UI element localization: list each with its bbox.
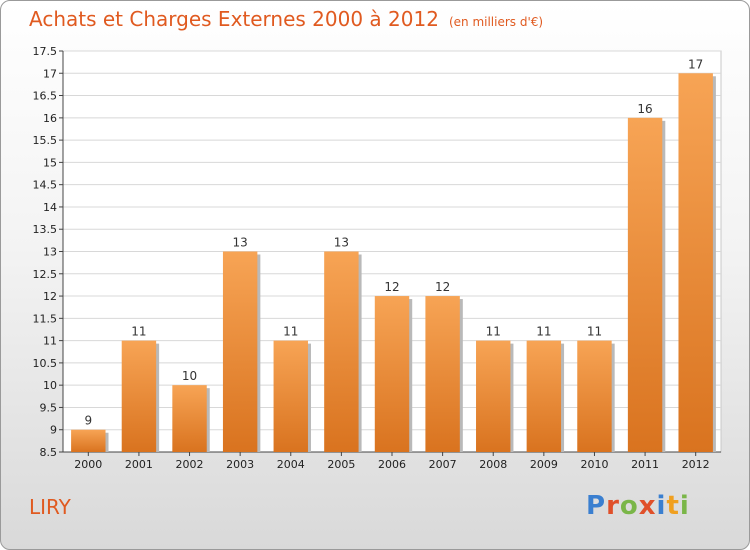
bar-value-label: 17 xyxy=(688,57,703,71)
logo-letter: P xyxy=(586,491,607,521)
bar xyxy=(222,251,258,452)
y-tick-label: 10 xyxy=(43,379,57,392)
x-tick-label: 2009 xyxy=(530,458,558,471)
logo-letter: r xyxy=(606,491,620,521)
bar-value-label: 13 xyxy=(334,236,349,250)
x-tick-label: 2000 xyxy=(74,458,102,471)
bar xyxy=(374,296,410,452)
x-tick-label: 2008 xyxy=(479,458,507,471)
bar xyxy=(172,385,207,452)
bar-value-label: 11 xyxy=(283,325,298,339)
y-tick-label: 13.5 xyxy=(33,223,58,236)
logo-letter: o xyxy=(619,491,639,521)
bar xyxy=(678,73,713,453)
y-tick-label: 11 xyxy=(43,335,57,348)
y-tick-label: 14.5 xyxy=(33,179,58,192)
chart-subtitle: (en milliers d'€) xyxy=(448,15,544,29)
y-tick-label: 14 xyxy=(43,201,57,214)
y-tick-label: 15.5 xyxy=(33,134,58,147)
x-tick-label: 2005 xyxy=(327,458,355,471)
bar xyxy=(71,429,106,452)
x-tick-label: 2010 xyxy=(580,458,608,471)
y-tick-label: 13 xyxy=(43,246,57,259)
logo-letter: i xyxy=(656,491,667,521)
bar xyxy=(526,340,562,452)
x-tick-label: 2006 xyxy=(378,458,406,471)
logo-letter: i xyxy=(679,491,690,521)
bar-value-label: 9 xyxy=(84,414,92,428)
y-tick-label: 12 xyxy=(43,290,57,303)
y-tick-label: 17 xyxy=(43,67,57,80)
x-tick-label: 2012 xyxy=(682,458,710,471)
bar-value-label: 12 xyxy=(384,280,399,294)
y-tick-label: 10.5 xyxy=(33,357,58,370)
logo-letter: t xyxy=(666,491,680,521)
y-tick-label: 9 xyxy=(50,424,57,437)
y-tick-label: 12.5 xyxy=(33,268,58,281)
bar-value-label: 11 xyxy=(131,325,146,339)
bar xyxy=(273,340,308,452)
chart-title-text: Achats et Charges Externes 2000 à 2012 xyxy=(29,7,439,31)
bar xyxy=(121,340,157,452)
bar-value-label: 13 xyxy=(233,236,248,250)
bar xyxy=(476,340,511,452)
logo-letter: x xyxy=(638,491,657,521)
bar xyxy=(425,296,460,452)
proxiti-logo: Proxiti xyxy=(586,491,690,521)
y-tick-label: 16 xyxy=(43,112,57,125)
bar xyxy=(324,251,359,452)
bar-value-label: 11 xyxy=(587,325,602,339)
x-tick-label: 2011 xyxy=(631,458,659,471)
x-tick-label: 2002 xyxy=(176,458,204,471)
bar-value-label: 11 xyxy=(536,325,551,339)
bar xyxy=(627,117,663,452)
bar-value-label: 16 xyxy=(637,102,652,116)
bar-value-label: 10 xyxy=(182,369,197,383)
bar xyxy=(577,340,612,452)
x-tick-label: 2004 xyxy=(277,458,305,471)
y-tick-label: 17.5 xyxy=(33,45,58,58)
y-tick-label: 16.5 xyxy=(33,90,58,103)
y-tick-label: 8.5 xyxy=(40,446,58,459)
bar-value-label: 11 xyxy=(486,325,501,339)
x-tick-label: 2001 xyxy=(125,458,153,471)
bar-value-label: 12 xyxy=(435,280,450,294)
x-tick-label: 2007 xyxy=(429,458,457,471)
commune-name: LIRY xyxy=(29,495,71,519)
y-tick-label: 9.5 xyxy=(40,401,58,414)
x-tick-label: 2003 xyxy=(226,458,254,471)
y-tick-label: 11.5 xyxy=(33,312,58,325)
chart-title: Achats et Charges Externes 2000 à 2012 (e… xyxy=(29,7,543,31)
y-tick-label: 15 xyxy=(43,156,57,169)
